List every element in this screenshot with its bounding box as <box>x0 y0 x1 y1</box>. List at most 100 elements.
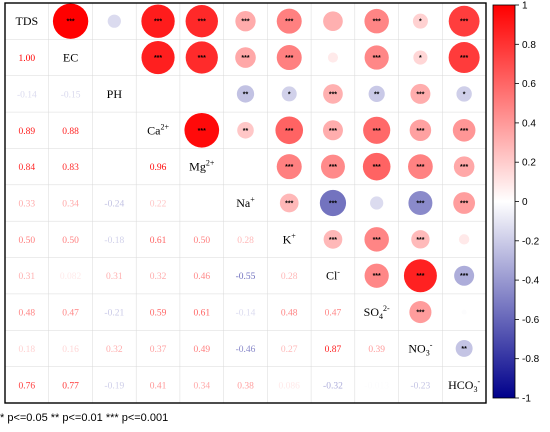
significance-stars: *** <box>460 201 468 208</box>
significance-stars: *** <box>329 128 337 135</box>
significance-stars: *** <box>154 55 162 62</box>
significance-stars: * <box>419 55 422 62</box>
corr-circle <box>362 152 391 181</box>
colorbar-tick-label: -0.4 <box>522 276 540 287</box>
corr-circle <box>327 52 339 63</box>
coef-label: -0.18 <box>104 236 124 246</box>
corr-circle <box>276 8 302 34</box>
coef-label: 0.27 <box>281 345 298 355</box>
significance-stars: *** <box>285 201 293 208</box>
corr-circle <box>410 83 431 104</box>
coef-label: 0.32 <box>106 345 123 355</box>
significance-stars: *** <box>329 164 337 171</box>
colorbar-gradient <box>492 4 516 399</box>
diagonal-label-mg: Mg2+ <box>189 159 215 174</box>
significance-stars: *** <box>373 128 381 135</box>
corr-circle <box>452 118 476 142</box>
corr-circle <box>323 84 343 104</box>
corr-circle <box>281 86 297 102</box>
significance-stars: *** <box>329 201 337 208</box>
coef-label: 0.34 <box>62 200 79 210</box>
corr-circle <box>403 259 437 293</box>
significance-stars: *** <box>416 237 424 244</box>
coef-label: 0.38 <box>237 381 254 391</box>
corr-circle <box>412 13 428 29</box>
colorbar-tick-label: -0.2 <box>522 236 540 247</box>
colorbar-tick-label: 0.4 <box>522 118 536 129</box>
corr-circle <box>323 230 343 249</box>
corr-circle <box>319 189 347 217</box>
coef-label: -0.14 <box>236 309 256 319</box>
corr-circle <box>453 156 475 177</box>
coef-label: 0.77 <box>62 381 79 391</box>
coef-label: 0.59 <box>150 309 167 319</box>
coef-label: 0.48 <box>281 309 298 319</box>
coef-label: -0.23 <box>411 381 431 391</box>
corr-circle <box>237 121 254 139</box>
coef-label: -0.15 <box>61 90 81 100</box>
colorbar-tick-label: 0.2 <box>522 158 536 169</box>
diagonal-label-na: Na+ <box>236 195 255 210</box>
significance-stars: *** <box>66 19 74 26</box>
significance-footnote: * p<=0.05 ** p<=0.01 *** p<=0.001 <box>0 412 169 424</box>
colorbar: 1 0.8 0.6 0.4 0.2 0 -0.2 -0.4 -0.6 -0.8 -1 <box>492 1 540 405</box>
corr-circle <box>413 50 428 65</box>
significance-stars: *** <box>373 273 381 280</box>
significance-stars: * <box>419 19 422 26</box>
corr-circle <box>409 119 432 142</box>
coef-label: 0.18 <box>19 345 36 355</box>
corr-circle <box>448 42 480 74</box>
corr-circle <box>364 227 389 252</box>
colorbar-tick-label: 0.6 <box>522 79 536 90</box>
coef-label: -0.14 <box>17 90 37 100</box>
coef-label: 0.22 <box>150 200 167 210</box>
corr-circle <box>364 8 389 34</box>
coef-label: 0.39 <box>368 345 385 355</box>
significance-stars: *** <box>198 128 206 135</box>
corr-circle <box>458 234 470 245</box>
diagonal-label-so: SO42- <box>364 304 390 321</box>
coef-label: 0.47 <box>62 309 79 319</box>
colorbar-tick-label: -0.8 <box>522 354 540 365</box>
coef-label: -0.013 <box>364 381 389 391</box>
corr-circle <box>455 339 473 357</box>
coef-label: 0.83 <box>62 163 79 173</box>
coef-label: 0.88 <box>62 127 79 137</box>
significance-stars: *** <box>198 55 206 62</box>
diagonal-label-no: NO3- <box>408 340 432 357</box>
coef-label: 0.76 <box>19 381 36 391</box>
colorbar-tick-label: -1 <box>522 394 531 405</box>
corr-circle <box>323 11 343 32</box>
coef-label: 0.48 <box>19 309 36 319</box>
coef-label: 0.61 <box>150 236 167 246</box>
diagonal-label-k: K+ <box>283 231 297 246</box>
coef-label: 0.34 <box>193 381 210 391</box>
coef-label: -0.21 <box>104 309 124 319</box>
diagonal-label-ec: EC <box>63 51 78 65</box>
corr-circle <box>141 4 175 38</box>
coef-label: 0.87 <box>325 345 342 355</box>
corr-circle <box>364 263 389 288</box>
corr-circle <box>276 45 302 71</box>
corr-circle <box>185 4 218 38</box>
significance-stars: *** <box>460 128 468 135</box>
significance-stars: *** <box>285 128 293 135</box>
significance-stars: *** <box>285 55 293 62</box>
significance-stars: *** <box>460 19 468 26</box>
grid-lines <box>5 3 486 403</box>
corr-circle <box>363 116 391 144</box>
coef-label: 0.49 <box>193 345 210 355</box>
corr-circle <box>461 309 467 315</box>
coef-label: 0.50 <box>62 236 79 246</box>
coef-label: 0.28 <box>237 236 254 246</box>
matrix-cells: TDS EC PH Ca2+ Mg2+ Na+ K+ Cl- SO42- NO3- HCO3- 1.0… <box>16 3 480 394</box>
corr-circle <box>322 120 343 141</box>
diagonal-label-tds: TDS <box>16 14 39 28</box>
coef-label: -0.55 <box>236 272 256 282</box>
diagonal-label-ph: PH <box>107 87 123 101</box>
significance-stars: * <box>288 91 291 98</box>
coef-label: 0.84 <box>19 163 36 173</box>
corr-circle <box>184 112 220 148</box>
diagonal-label-ca: Ca2+ <box>147 122 169 137</box>
